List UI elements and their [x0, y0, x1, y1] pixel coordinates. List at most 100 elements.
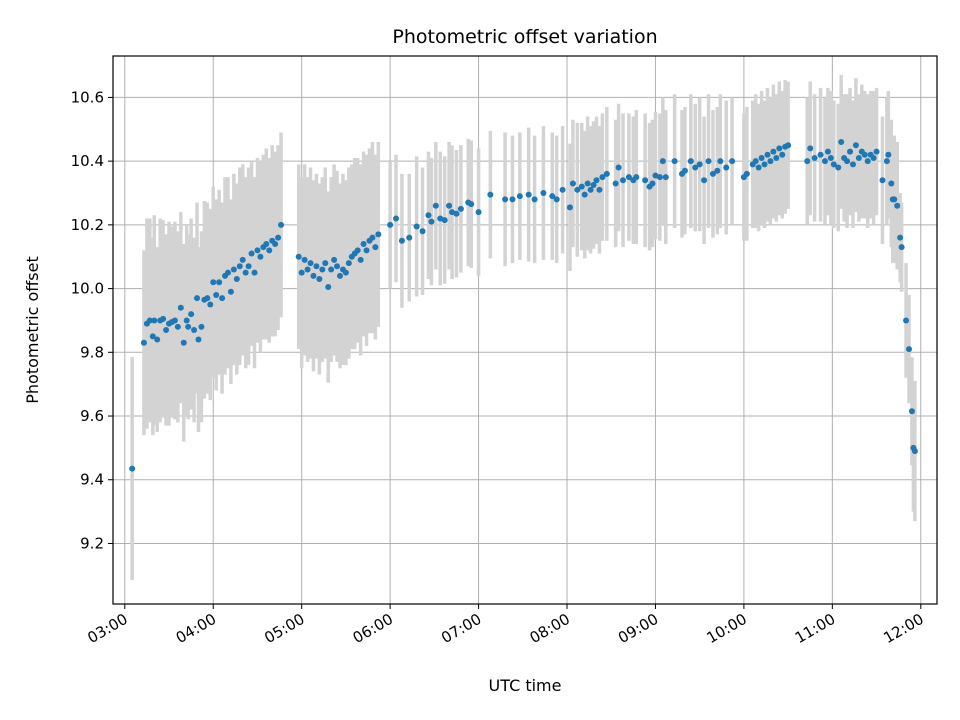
data-point [770, 148, 777, 155]
data-point [363, 247, 370, 254]
data-point [838, 139, 845, 146]
data-point [219, 295, 226, 302]
data-point [487, 191, 494, 198]
data-point [755, 164, 762, 171]
data-point [213, 291, 220, 298]
data-point [304, 266, 311, 273]
data-point [468, 201, 475, 208]
data-point [897, 234, 904, 241]
data-point [325, 283, 332, 290]
data-point [354, 247, 361, 254]
data-point [372, 244, 379, 251]
data-point [163, 327, 170, 333]
data-point [207, 301, 214, 308]
data-point [821, 158, 828, 165]
data-point [581, 191, 588, 198]
data-point [453, 210, 460, 217]
data-point [129, 465, 136, 472]
data-point [844, 158, 851, 165]
data-point [864, 158, 871, 165]
data-point [310, 272, 317, 279]
data-point [204, 295, 211, 302]
data-point [245, 263, 252, 270]
data-point [239, 256, 246, 263]
data-point [531, 196, 538, 203]
data-point [870, 154, 877, 161]
data-point [191, 327, 198, 333]
data-point [272, 240, 279, 247]
data-point [625, 174, 632, 181]
data-point [146, 317, 153, 324]
data-point [446, 202, 453, 209]
data-point [334, 263, 341, 270]
data-point [428, 218, 435, 225]
data-point [723, 164, 730, 171]
data-point [717, 158, 724, 165]
data-point [855, 154, 862, 161]
data-point [804, 158, 811, 165]
data-point [776, 145, 783, 152]
data-point [230, 266, 237, 273]
data-point [898, 244, 905, 251]
data-point [328, 266, 335, 273]
data-point [307, 260, 314, 267]
data-point [612, 180, 619, 187]
data-point [149, 333, 156, 340]
data-point [692, 164, 699, 171]
data-point [764, 151, 771, 158]
data-point [603, 170, 610, 177]
y-tick-label: 9.4 [80, 471, 104, 489]
data-point [559, 186, 566, 193]
data-point [709, 170, 716, 177]
data-point [743, 170, 750, 177]
x-axis-label: UTC time [489, 676, 562, 695]
data-point [419, 228, 426, 235]
data-point [861, 151, 868, 158]
y-tick-label: 9.2 [80, 534, 104, 552]
data-point [885, 151, 892, 158]
data-point [432, 202, 439, 209]
data-point [254, 247, 261, 254]
data-point [773, 154, 780, 161]
data-point [578, 183, 585, 190]
data-point [767, 158, 774, 165]
data-point [342, 269, 349, 276]
data-point [807, 145, 814, 152]
data-point [319, 266, 326, 273]
data-point [879, 177, 886, 184]
data-point [301, 256, 308, 263]
data-point [883, 158, 890, 165]
data-point [593, 177, 600, 184]
data-point [322, 260, 329, 267]
data-point [779, 151, 786, 158]
data-point [224, 269, 231, 276]
data-point [590, 182, 597, 189]
data-point [185, 323, 192, 330]
data-point [316, 276, 323, 283]
data-point [908, 408, 915, 415]
data-point [387, 221, 394, 228]
data-point [233, 276, 240, 283]
data-point [905, 346, 912, 353]
data-point [298, 269, 305, 276]
data-point [705, 158, 712, 165]
data-point [236, 263, 243, 270]
y-tick-label: 10.6 [71, 88, 104, 106]
data-point [649, 180, 656, 187]
data-point [331, 256, 338, 263]
data-point [406, 234, 413, 241]
data-point [574, 186, 581, 193]
data-point [827, 154, 834, 161]
data-point [375, 231, 382, 238]
data-point [824, 148, 831, 155]
data-point [615, 164, 622, 171]
data-point [457, 205, 464, 212]
data-point [337, 272, 344, 279]
data-point [817, 151, 824, 158]
data-point [171, 317, 178, 324]
data-point [154, 336, 161, 343]
chart-title: Photometric offset variation [392, 26, 657, 48]
data-point [752, 158, 759, 165]
data-point [729, 158, 736, 165]
data-point [852, 142, 859, 149]
